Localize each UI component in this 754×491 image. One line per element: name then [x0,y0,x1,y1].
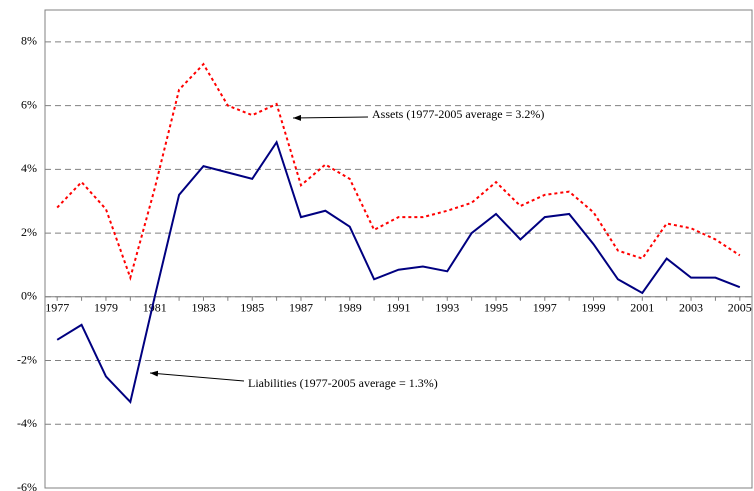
y-tick-label: 4% [21,161,37,175]
x-tick-label: 1989 [338,301,362,315]
y-tick-label: -2% [17,352,37,366]
x-tick-label: 1997 [533,301,557,315]
x-tick-label: 1991 [387,301,411,315]
annotation: Liabilities (1977-2005 average = 1.3%) [248,376,438,390]
x-tick-label: 1999 [582,301,606,315]
y-tick-label: 0% [21,289,37,303]
annotation-arrow [292,114,369,121]
y-tick-label: 6% [21,97,37,111]
x-tick-label: 1995 [484,301,508,315]
x-tick-label: 1985 [240,301,264,315]
x-tick-label: 1981 [143,301,167,315]
x-tick-label: 2005 [728,301,752,315]
annotation-arrow [149,370,245,382]
series-line [56,62,741,282]
plot-area [44,9,753,489]
y-tick-label: -4% [17,416,37,430]
annotation: Assets (1977-2005 average = 3.2%) [372,107,544,121]
x-tick-label: 2001 [630,301,654,315]
y-tick-label: 8% [21,34,37,48]
y-tick-label: -6% [17,480,37,491]
x-tick-label: 1987 [289,301,313,315]
x-tick-label: 1983 [191,301,215,315]
x-tick-label: 2003 [679,301,703,315]
y-tick-label: 2% [21,225,37,239]
series-line [56,139,741,404]
x-tick-label: 1993 [435,301,459,315]
x-tick-label: 1977 [45,301,69,315]
x-tick-label: 1979 [94,301,118,315]
